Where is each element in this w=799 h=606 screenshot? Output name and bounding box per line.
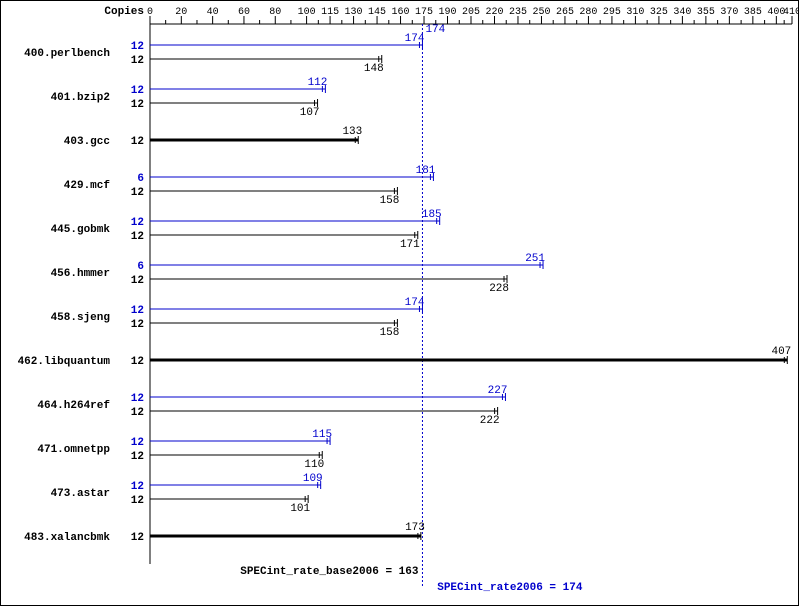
benchmark-label: 400.perlbench (24, 48, 110, 60)
svg-text:205: 205 (462, 7, 480, 18)
bar-value-peak: 112 (308, 77, 328, 89)
benchmark-label: 445.gobmk (51, 224, 111, 236)
bar-value-base: 222 (480, 415, 500, 427)
copies-value-base: 12 (131, 99, 144, 111)
benchmark-label: 403.gcc (64, 136, 110, 148)
svg-text:175: 175 (415, 7, 433, 18)
svg-text:370: 370 (720, 7, 738, 18)
svg-text:130: 130 (345, 7, 363, 18)
svg-text:190: 190 (439, 7, 457, 18)
svg-text:40: 40 (207, 7, 219, 18)
svg-text:60: 60 (238, 7, 250, 18)
bar-value-base: 158 (380, 195, 400, 207)
bar-value-peak: 115 (312, 429, 332, 441)
svg-text:325: 325 (650, 7, 668, 18)
copies-value-base: 12 (131, 451, 144, 463)
benchmark-label: 473.astar (51, 488, 110, 500)
svg-text:340: 340 (673, 7, 691, 18)
bar-value-peak: 174 (405, 33, 425, 45)
bar-value-base: 110 (304, 459, 324, 471)
copies-value: 12 (131, 136, 144, 148)
bar-value-base: 158 (380, 327, 400, 339)
copies-value-peak: 12 (131, 85, 144, 97)
summary-peak: SPECint_rate2006 = 174 (437, 582, 583, 594)
bar-value-peak: 109 (303, 473, 323, 485)
copies-value-peak: 12 (131, 217, 144, 229)
copies-value-peak: 12 (131, 393, 144, 405)
bar-value-peak: 174 (405, 297, 425, 309)
copies-value-base: 12 (131, 495, 144, 507)
copies-value-base: 12 (131, 231, 144, 243)
benchmark-label: 483.xalancbmk (24, 532, 110, 544)
bar-value: 133 (342, 126, 362, 138)
svg-text:100: 100 (298, 7, 316, 18)
copies-header: Copies (104, 6, 144, 18)
summary-base: SPECint_rate_base2006 = 163 (240, 566, 419, 578)
svg-text:160: 160 (392, 7, 410, 18)
bar-value-peak: 227 (488, 385, 508, 397)
bar-value-base: 107 (300, 107, 320, 119)
copies-value-base: 12 (131, 55, 144, 67)
copies-value-peak: 6 (137, 261, 144, 273)
svg-text:115: 115 (321, 7, 339, 18)
benchmark-label: 462.libquantum (18, 356, 111, 368)
svg-text:410: 410 (783, 7, 799, 18)
benchmark-label: 429.mcf (64, 180, 111, 192)
reference-line-label: 174 (425, 24, 445, 36)
svg-text:310: 310 (626, 7, 644, 18)
bar-value-base: 171 (400, 239, 420, 251)
svg-text:220: 220 (485, 7, 503, 18)
bar-value-peak: 185 (422, 209, 442, 221)
svg-text:280: 280 (579, 7, 597, 18)
svg-text:145: 145 (368, 7, 386, 18)
svg-text:0: 0 (147, 7, 153, 18)
bar-value-base: 101 (290, 503, 310, 515)
svg-text:80: 80 (269, 7, 281, 18)
bar-value-base: 228 (489, 283, 509, 295)
benchmark-label: 464.h264ref (37, 400, 110, 412)
benchmark-label: 401.bzip2 (51, 92, 110, 104)
copies-value-peak: 12 (131, 437, 144, 449)
copies-value-peak: 12 (131, 305, 144, 317)
svg-text:295: 295 (603, 7, 621, 18)
copies-value: 12 (131, 532, 144, 544)
copies-value-peak: 6 (137, 173, 144, 185)
bar-value: 407 (771, 346, 791, 358)
bar-value-peak: 181 (416, 165, 436, 177)
copies-value-peak: 12 (131, 41, 144, 53)
copies-value-base: 12 (131, 407, 144, 419)
copies-value: 12 (131, 356, 144, 368)
benchmark-label: 456.hmmer (51, 268, 110, 280)
benchmark-label: 471.omnetpp (37, 444, 110, 456)
copies-value-base: 12 (131, 319, 144, 331)
copies-value-peak: 12 (131, 481, 144, 493)
copies-value-base: 12 (131, 187, 144, 199)
svg-text:235: 235 (509, 7, 527, 18)
benchmark-label: 458.sjeng (51, 312, 110, 324)
svg-text:355: 355 (697, 7, 715, 18)
copies-value-base: 12 (131, 275, 144, 287)
spec-chart: 0 20 40 60 80 100 115 130 145 160 175 190 205 220 235 2… (0, 0, 799, 606)
svg-text:385: 385 (744, 7, 762, 18)
svg-text:250: 250 (532, 7, 550, 18)
bar-value: 173 (405, 522, 425, 534)
svg-text:20: 20 (175, 7, 187, 18)
bar-value-base: 148 (364, 63, 384, 75)
bar-value-peak: 251 (525, 253, 545, 265)
svg-text:265: 265 (556, 7, 574, 18)
